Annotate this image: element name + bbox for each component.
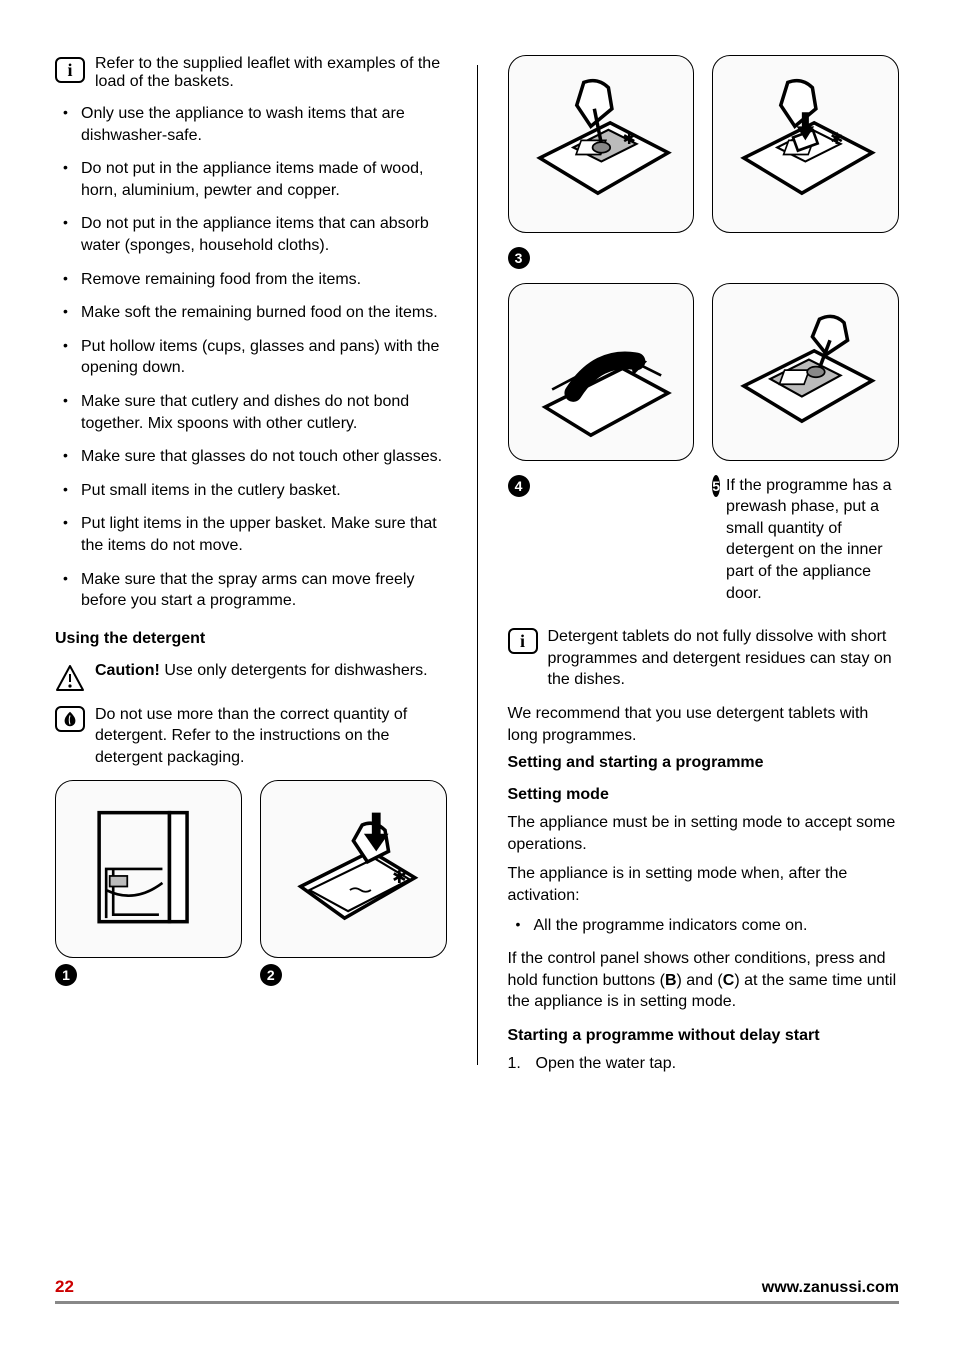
page-footer: 22 www.zanussi.com: [55, 1277, 899, 1304]
figure-number-3: 3: [508, 247, 530, 269]
list-item: Remove remaining food from the items.: [59, 269, 447, 291]
list-item: Do not put in the appliance items made o…: [59, 158, 447, 201]
svg-text:✱: ✱: [622, 131, 635, 148]
setmode-p1: The appliance must be in setting mode to…: [508, 812, 900, 855]
info-follow: We recommend that you use detergent tabl…: [508, 703, 900, 746]
footer-url: www.zanussi.com: [762, 1279, 899, 1297]
setmode-heading: Setting mode: [508, 786, 900, 804]
svg-text:✱: ✱: [392, 867, 407, 887]
figure-row-3: ✱: [508, 283, 900, 461]
figure-number-4: 4: [508, 475, 530, 497]
button-c-ref: C: [723, 972, 735, 989]
svg-text:✱: ✱: [830, 131, 843, 148]
column-divider: [477, 65, 478, 1065]
button-b-ref: B: [665, 972, 677, 989]
list-item: Make soft the remaining burned food on t…: [59, 302, 447, 324]
startprog-heading: Starting a programme without delay start: [508, 1027, 900, 1045]
caution-note: Caution! Use only detergents for dishwas…: [55, 662, 447, 692]
list-item: Make sure that the spray arms can move f…: [59, 569, 447, 612]
right-column: ✱ ✱: [508, 55, 900, 1075]
list-item: Make sure that cutlery and dishes do not…: [59, 391, 447, 434]
detergent-heading: Using the detergent: [55, 630, 447, 648]
caution-label: Caution!: [95, 662, 160, 679]
figure-5: [712, 283, 899, 461]
figure-row-2: ✱ ✱: [508, 55, 900, 233]
info-icon: i: [508, 628, 538, 654]
figure-1: [55, 780, 242, 958]
caution-body: Use only detergents for dishwashers.: [160, 662, 428, 679]
loading-guidelines-list: Only use the appliance to wash items tha…: [59, 103, 447, 612]
figure-2: ✱: [260, 780, 447, 958]
list-item: Only use the appliance to wash items tha…: [59, 103, 447, 146]
prewash-text: If the programme has a prewash phase, pu…: [726, 475, 899, 605]
caution-text: Caution! Use only detergents for dishwas…: [95, 662, 428, 680]
figure-number-2: 2: [260, 964, 282, 986]
figure-row-1: 1 ✱ 2: [55, 780, 447, 986]
setprog-heading: Setting and starting a programme: [508, 754, 900, 772]
info-note-1: i Refer to the supplied leaflet with exa…: [55, 55, 447, 91]
info-text: Refer to the supplied leaflet with examp…: [95, 55, 447, 91]
info-icon: i: [55, 57, 85, 83]
step-item: Open the water tap.: [508, 1053, 900, 1075]
figure-3-caption: 3: [508, 241, 900, 269]
list-item: Make sure that glasses do not touch othe…: [59, 446, 447, 468]
eco-note: Do not use more than the correct quantit…: [55, 704, 447, 769]
list-item: All the programme indicators come on.: [512, 915, 900, 937]
setmode-bullets: All the programme indicators come on.: [512, 915, 900, 937]
left-column: i Refer to the supplied leaflet with exa…: [55, 55, 447, 1075]
figure-3b: ✱: [712, 55, 899, 233]
setmode-p2: The appliance is in setting mode when, a…: [508, 863, 900, 906]
start-steps: Open the water tap.: [508, 1053, 900, 1075]
eco-text: Do not use more than the correct quantit…: [95, 704, 447, 769]
info-text-2: Detergent tablets do not fully dissolve …: [548, 626, 900, 691]
setmode-follow: If the control panel shows other conditi…: [508, 948, 900, 1013]
figure-45-caption: 4 5 If the programme has a prewash phase…: [508, 469, 900, 605]
info-note-2: i Detergent tablets do not fully dissolv…: [508, 626, 900, 691]
figure-3a: ✱: [508, 55, 695, 233]
page-number: 22: [55, 1277, 74, 1297]
list-item: Do not put in the appliance items that c…: [59, 213, 447, 256]
list-item: Put hollow items (cups, glasses and pans…: [59, 336, 447, 379]
figure-number-1: 1: [55, 964, 77, 986]
list-item: Put light items in the upper basket. Mak…: [59, 513, 447, 556]
figure-4: ✱: [508, 283, 695, 461]
list-item: Put small items in the cutlery basket.: [59, 480, 447, 502]
figure-number-5: 5: [712, 475, 720, 497]
warning-icon: [55, 664, 85, 692]
eco-icon: [55, 706, 85, 732]
